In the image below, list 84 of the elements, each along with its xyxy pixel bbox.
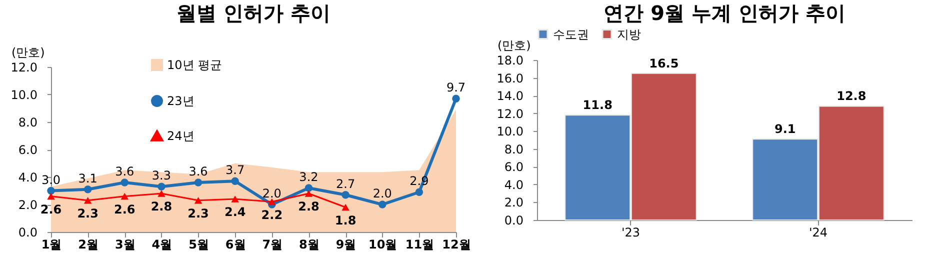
- data-label: 2.3: [77, 206, 98, 220]
- y-tick-label: 2.0: [18, 198, 38, 212]
- y-axis-title: (만호): [12, 46, 45, 60]
- data-label: 3.2: [299, 170, 318, 184]
- y-tick-label: 6.0: [504, 160, 524, 174]
- x-tick-label: 1월: [41, 238, 62, 252]
- data-label: 3.7: [226, 163, 245, 178]
- y-tick-label: 4.0: [18, 170, 38, 184]
- x-tick-label: 9월: [336, 238, 356, 252]
- x-tick-label: 2월: [78, 238, 98, 252]
- point: [84, 186, 92, 194]
- data-label: 3.0: [41, 172, 61, 187]
- data-label: 1.8: [334, 213, 356, 228]
- chart-title: 연간 9월 누계 인허가 추이: [604, 1, 846, 25]
- point: [120, 178, 129, 186]
- point: [342, 204, 350, 211]
- y-tick-label: 10.0: [496, 124, 524, 139]
- y-tick-label: 14.0: [496, 89, 524, 104]
- x-tick-label: '23: [621, 226, 640, 240]
- data-label: 16.5: [649, 56, 679, 70]
- x-tick-label: 4월: [152, 238, 172, 252]
- point: [84, 197, 92, 204]
- y-tick-label: 12.0: [496, 106, 524, 121]
- point: [47, 186, 55, 195]
- data-label: 2.0: [262, 186, 282, 200]
- point: [342, 191, 350, 199]
- y-tick-label: 6.0: [18, 143, 38, 157]
- x-tick-label: 6월: [225, 238, 246, 252]
- data-label: 11.8: [582, 98, 612, 112]
- point: [158, 182, 166, 190]
- chart-title: 월별 인허가 추이: [176, 1, 330, 25]
- point: [158, 190, 166, 197]
- point: [304, 184, 313, 192]
- legend-label: 수도권: [553, 27, 589, 42]
- data-label: 9.1: [774, 122, 796, 136]
- y-tick-label: 12.0: [10, 60, 38, 74]
- point: [268, 198, 276, 206]
- y-tick-label: 8.0: [504, 142, 524, 156]
- point: [231, 196, 239, 202]
- y-tick-label: 10.0: [10, 88, 38, 102]
- data-label: 3.1: [78, 171, 98, 186]
- data-label: 2.2: [261, 208, 283, 222]
- legend-label: 23년: [167, 94, 194, 108]
- data-label: 2.3: [188, 206, 209, 220]
- data-label: 3.6: [188, 164, 208, 178]
- x-tick-label: 11월: [405, 238, 434, 252]
- y-tick-label: 18.0: [496, 54, 524, 68]
- data-label: 3.6: [115, 164, 134, 178]
- point: [120, 192, 129, 200]
- y-axis-title: (만호): [498, 38, 531, 52]
- data-label: 2.8: [150, 200, 172, 214]
- x-tick-label: 10월: [368, 238, 398, 252]
- point: [452, 94, 460, 102]
- data-label: 2.7: [336, 176, 356, 191]
- y-tick-label: 4.0: [504, 178, 524, 192]
- y-tick-label: 0.0: [504, 214, 524, 228]
- point: [304, 190, 313, 197]
- data-label: 3.3: [152, 168, 171, 183]
- y-tick-label: 16.0: [496, 71, 524, 86]
- data-label: 2.6: [114, 202, 136, 216]
- point: [194, 178, 202, 186]
- y-tick-label: 2.0: [504, 196, 524, 210]
- point: [47, 192, 55, 200]
- data-label: 12.8: [836, 89, 866, 104]
- legend-label: 24년: [167, 129, 194, 143]
- point: [415, 188, 424, 196]
- x-tick-label: 5월: [188, 238, 209, 252]
- point: [378, 200, 386, 208]
- point: [194, 197, 202, 204]
- data-label: 2.0: [372, 186, 392, 200]
- data-label: 2.4: [224, 205, 246, 219]
- legend-label: 10년 평균: [167, 58, 222, 72]
- x-tick-label: 3월: [114, 238, 136, 252]
- x-tick-label: 8월: [299, 238, 320, 252]
- point: [231, 177, 239, 185]
- x-tick-label: '24: [808, 226, 828, 240]
- x-tick-label: 12월: [442, 238, 471, 252]
- legend-label: 지방: [617, 27, 641, 42]
- data-label: 2.8: [298, 200, 320, 214]
- y-tick-label: 8.0: [18, 116, 38, 130]
- x-tick-label: 7월: [262, 238, 283, 252]
- data-label: 2.6: [40, 202, 62, 216]
- data-label: 9.7: [446, 80, 466, 95]
- y-tick-label: 0.0: [18, 226, 38, 240]
